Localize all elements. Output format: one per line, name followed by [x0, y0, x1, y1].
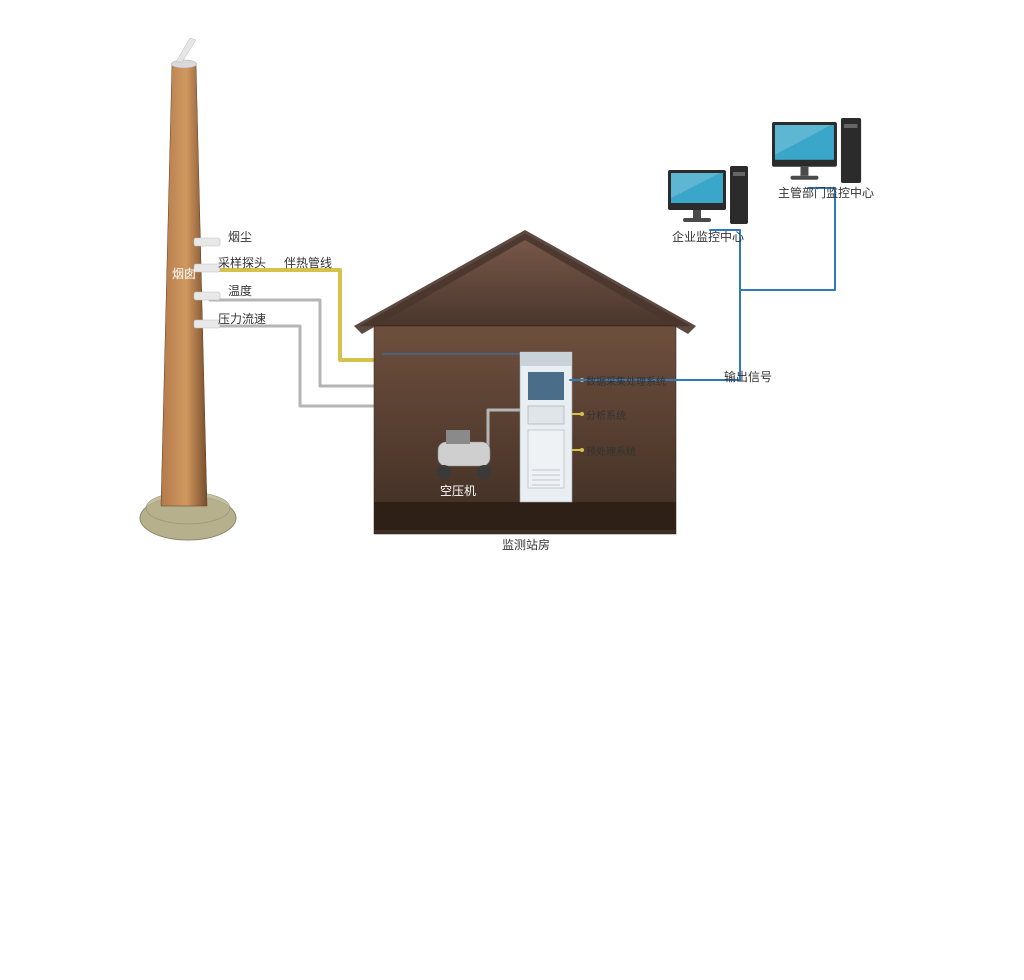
- cabinet-daq-label: 数据采集处理系统: [586, 373, 666, 388]
- sensor-heatline-label: 伴热管线: [284, 254, 332, 271]
- sensor-dust-label: 烟尘: [228, 228, 252, 245]
- diagram-stage: 烟囱 烟尘 采样探头 伴热管线 温度 压力流速 监测站房 空压机 数据采集处理系…: [0, 0, 1024, 980]
- computer-authority-label: 主管部门监控中心: [778, 184, 874, 201]
- house-label: 监测站房: [502, 536, 550, 553]
- sensor-temp-label: 温度: [228, 282, 252, 299]
- diagram-svg: [0, 0, 1024, 980]
- computer-enterprise-label: 企业监控中心: [672, 228, 744, 245]
- sensor-probe-label: 采样探头: [218, 254, 266, 271]
- sensor-pressflow-label: 压力流速: [218, 310, 266, 327]
- compressor-label: 空压机: [440, 482, 476, 499]
- cabinet-analyze-label: 分析系统: [586, 407, 626, 422]
- chimney-label: 烟囱: [172, 265, 196, 282]
- signal-out-label: 输出信号: [724, 368, 772, 385]
- cabinet-pretreat-label: 预处理系统: [586, 443, 636, 458]
